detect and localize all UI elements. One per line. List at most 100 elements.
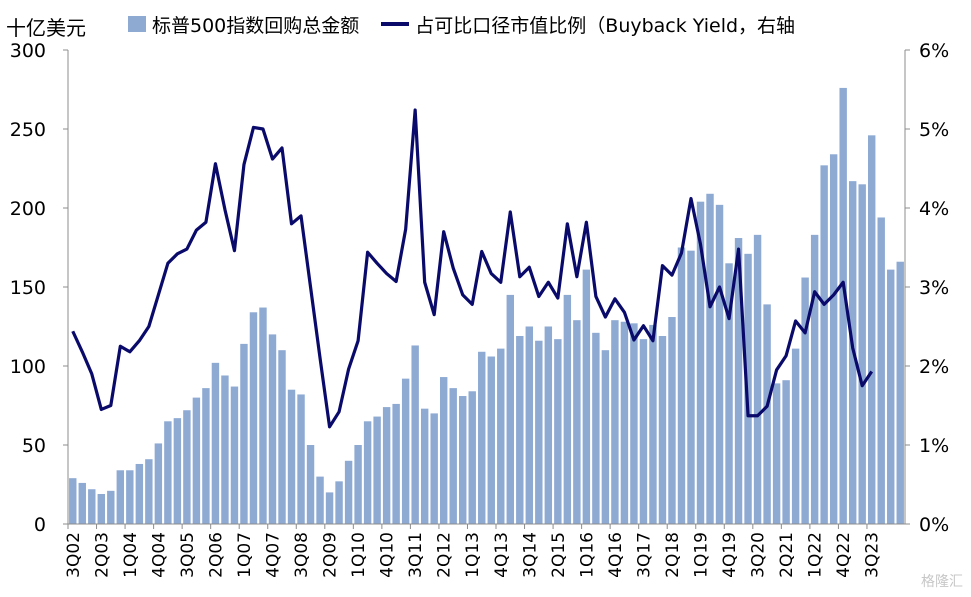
buyback-bar — [97, 493, 105, 524]
buyback-bar — [164, 421, 172, 524]
buyback-bar — [297, 394, 305, 524]
x-tick-label: 2Q12 — [435, 532, 455, 578]
left-tick-label: 50 — [22, 435, 46, 457]
buyback-bar — [525, 326, 534, 524]
buyback-bar — [782, 380, 790, 524]
buyback-bar — [211, 362, 220, 524]
x-tick-label: 2Q18 — [663, 532, 683, 578]
buyback-bar — [887, 269, 895, 524]
left-tick-label: 300 — [10, 40, 46, 62]
buyback-bar — [544, 326, 553, 524]
buyback-bar — [344, 460, 353, 524]
buyback-bar — [810, 234, 819, 525]
buyback-bar — [734, 238, 743, 524]
left-axis-unit-label: 十亿美元 — [6, 16, 86, 40]
buyback-bar — [221, 375, 229, 524]
x-tick-label: 3Q17 — [634, 532, 654, 578]
buyback-bar — [611, 320, 619, 524]
right-tick-label: 1% — [919, 435, 949, 457]
buyback-bar — [183, 410, 191, 524]
buyback-bar — [630, 323, 638, 524]
x-tick-label: 3Q05 — [178, 532, 198, 578]
x-tick-label: 4Q04 — [149, 532, 169, 578]
x-tick-label: 4Q22 — [834, 532, 854, 578]
x-tick-label: 2Q09 — [321, 532, 341, 578]
buyback-bar — [88, 489, 96, 524]
buyback-bar — [411, 345, 419, 524]
x-tick-label: 2Q03 — [92, 532, 112, 578]
buyback-bar — [392, 403, 400, 524]
buyback-bar — [687, 250, 695, 524]
buyback-bar — [202, 388, 210, 524]
buyback-bar — [459, 396, 467, 524]
right-tick-label: 2% — [919, 356, 949, 378]
buyback-bar — [401, 378, 410, 524]
x-tick-label: 4Q19 — [720, 532, 740, 578]
buyback-bar — [639, 339, 648, 524]
buyback-bar — [354, 445, 362, 524]
buyback-bar — [373, 416, 381, 524]
legend-line-label: 占可比口径市值比例（Buyback Yield，右轴 — [415, 14, 796, 37]
x-tick-label: 4Q16 — [606, 532, 626, 578]
buyback-bar — [135, 463, 144, 524]
buyback-bar — [230, 386, 239, 524]
left-tick-label: 250 — [10, 119, 46, 141]
buyback-bar — [449, 388, 457, 524]
buyback-bar — [582, 269, 591, 524]
buyback-bar — [763, 304, 771, 524]
buyback-bar — [877, 217, 885, 525]
x-tick-label: 1Q19 — [692, 532, 712, 578]
buyback-bar — [154, 443, 163, 524]
buyback-bar — [363, 421, 372, 524]
buyback-bar — [858, 184, 866, 525]
buyback-bar — [554, 339, 562, 524]
buyback-bar — [801, 277, 809, 524]
right-tick-label: 3% — [919, 277, 949, 299]
buyback-bar — [249, 312, 258, 524]
buyback-bar — [287, 389, 296, 524]
buyback-bar — [829, 154, 838, 524]
buyback-bar — [592, 332, 600, 524]
buyback-bar — [126, 470, 134, 524]
buyback-bar — [839, 87, 847, 525]
x-tick-label: 2Q15 — [549, 532, 569, 578]
buyback-bar — [649, 324, 657, 524]
buyback-bar — [620, 321, 629, 524]
right-tick-label: 6% — [919, 40, 949, 62]
right-tick-label: 0% — [919, 514, 949, 536]
buyback-bar — [820, 165, 828, 524]
left-tick-label: 0 — [34, 514, 46, 536]
buyback-bar — [335, 481, 343, 524]
legend-bar-swatch — [128, 16, 146, 32]
x-tick-label: 3Q20 — [749, 532, 769, 578]
x-tick-label: 3Q11 — [406, 532, 426, 578]
legend-line-swatch — [381, 22, 410, 26]
x-tick-label: 2Q06 — [206, 532, 226, 578]
buyback-bar — [430, 413, 438, 524]
x-tick-label: 1Q13 — [463, 532, 483, 578]
buyback-bar — [497, 348, 505, 524]
legend-bar-label: 标普500指数回购总金额 — [152, 14, 360, 37]
buyback-bar — [487, 356, 495, 524]
buyback-bar — [478, 351, 486, 524]
x-tick-label: 3Q02 — [64, 532, 84, 578]
buyback-bar — [78, 482, 86, 524]
buyback-bar — [516, 335, 524, 524]
x-tick-label: 1Q16 — [577, 532, 597, 578]
buyback-bar — [753, 234, 762, 525]
x-tick-label: 4Q07 — [263, 532, 283, 578]
buyback-bar — [306, 445, 315, 524]
right-tick-label: 4% — [919, 198, 949, 220]
buyback-yield-line — [71, 108, 874, 429]
buyback-bar — [278, 350, 286, 524]
x-tick-label: 2Q21 — [777, 532, 797, 578]
buyback-bar — [240, 343, 248, 524]
watermark-text: 格隆汇 — [921, 574, 963, 590]
buyback-bar — [677, 247, 686, 524]
right-tick-label: 5% — [919, 119, 949, 141]
buyback-bar — [868, 135, 876, 524]
buyback-bar — [116, 470, 125, 524]
buyback-bar — [69, 478, 77, 524]
x-tick-label: 1Q07 — [235, 532, 255, 578]
